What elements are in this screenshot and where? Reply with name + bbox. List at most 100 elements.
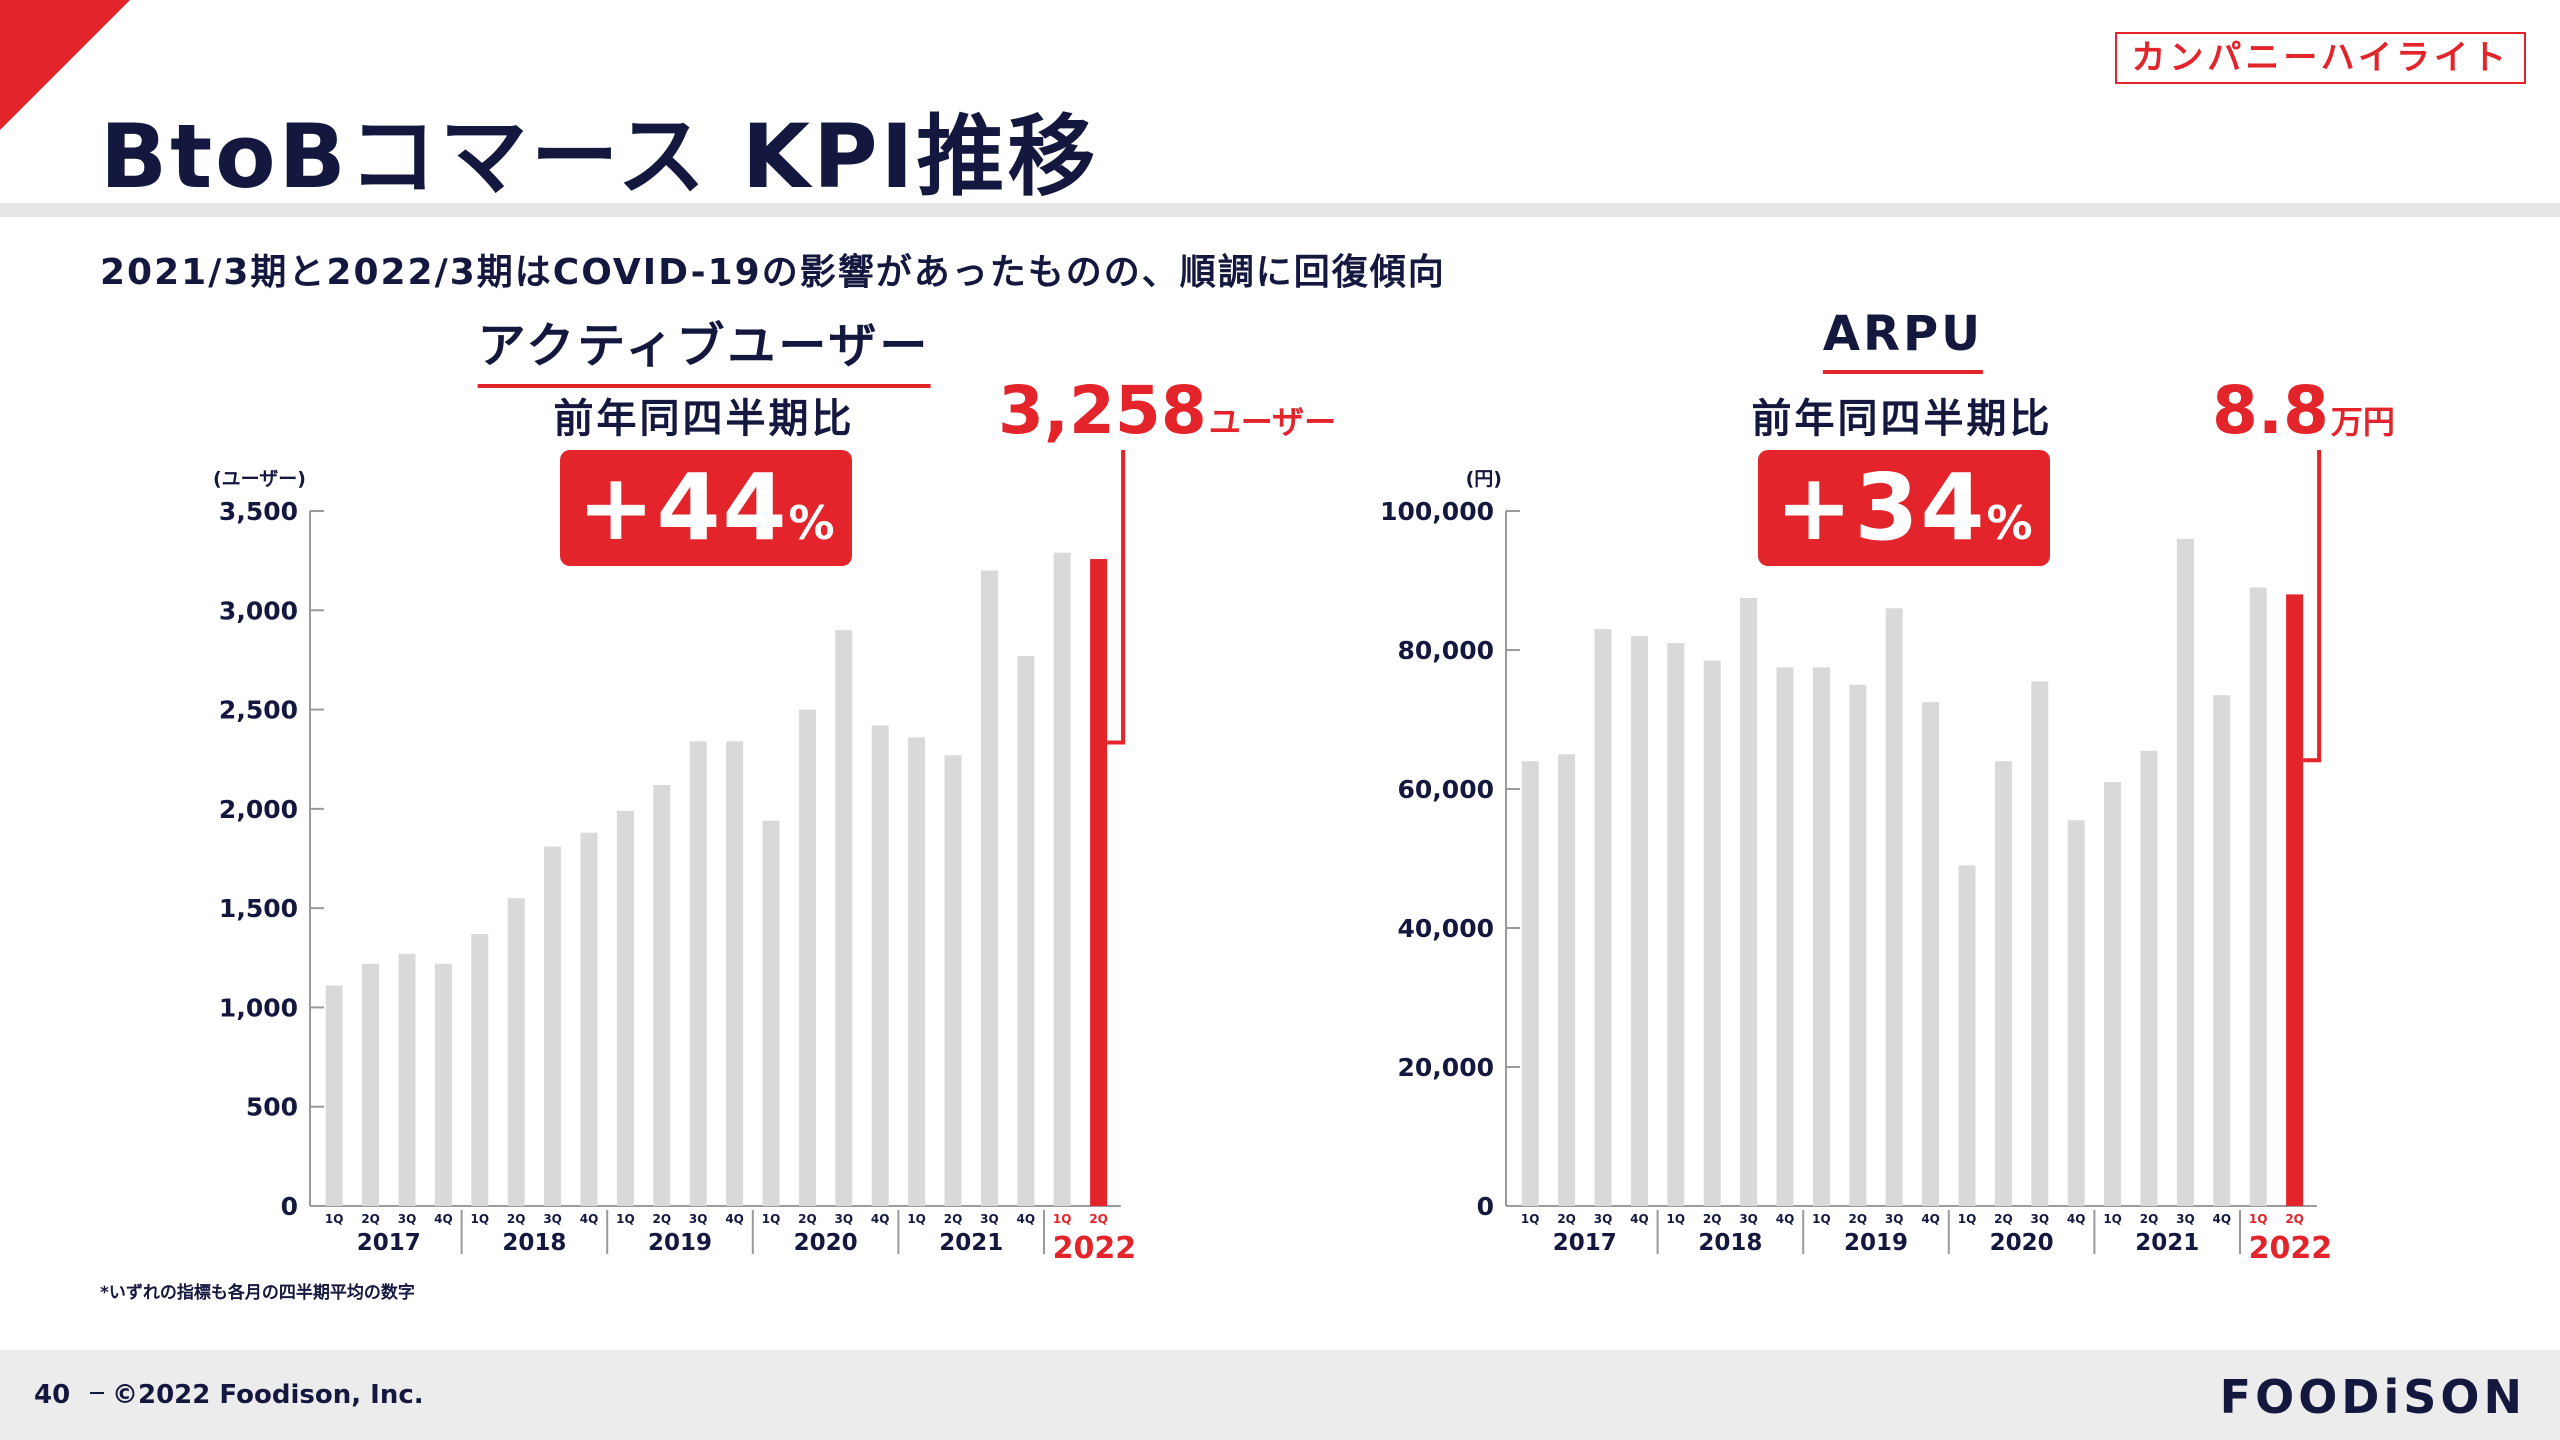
x-tick-label: 3Q <box>2031 1212 2050 1226</box>
bar <box>362 963 380 1206</box>
yoy-label-arpu: 前年同四半期比 <box>1751 396 2053 442</box>
page-subtitle: 2021/3期と2022/3期はCOVID-19の影響があったものの、順調に回復… <box>100 252 1446 293</box>
bar <box>1521 761 1539 1206</box>
y-tick-label: 1,500 <box>219 894 298 923</box>
corner-accent <box>0 0 130 130</box>
x-tick-label: 4Q <box>1017 1212 1036 1226</box>
bar <box>2067 820 2085 1206</box>
x-tick-label: 3Q <box>689 1212 708 1226</box>
bar <box>1776 667 1794 1206</box>
yoy-unit: % <box>788 496 835 550</box>
chart-active-users: (ユーザー) 0 500 1,000 1,500 2,000 2,500 3,000 3,500… <box>213 450 1136 1266</box>
bar <box>2176 538 2194 1206</box>
x-tick-label: 3Q <box>1594 1212 1613 1226</box>
bar <box>471 933 489 1206</box>
y-tick-label: 2,000 <box>219 795 298 824</box>
header-divider <box>0 203 2560 217</box>
yoy-value: +34 <box>1775 454 1987 561</box>
yoy-badge-arpu: +34% <box>1758 450 2050 566</box>
x-tick-label: 4Q <box>725 1212 744 1226</box>
x-tick-label: 2Q <box>653 1212 672 1226</box>
bar <box>616 810 634 1206</box>
year-label: 2020 <box>1990 1230 2054 1256</box>
x-tick-label: 1Q <box>1667 1212 1686 1226</box>
bar <box>653 785 671 1206</box>
bar <box>1703 660 1721 1206</box>
x-tick-label: 4Q <box>434 1212 453 1226</box>
yoy-badge-active-users: +44% <box>560 450 852 566</box>
year-label: 2021 <box>939 1230 1003 1256</box>
y-tick-label: 20,000 <box>1398 1053 1494 1082</box>
x-tick-label: 3Q <box>980 1212 999 1226</box>
callout-unit: ユーザー <box>1208 403 1337 441</box>
bar <box>762 820 780 1206</box>
foodison-logo: FOODiSON <box>2219 1370 2526 1424</box>
bar <box>325 985 343 1206</box>
section-badge: カンパニーハイライト <box>2115 32 2526 84</box>
footer-bar <box>0 1350 2560 1440</box>
year-label: 2020 <box>794 1230 858 1256</box>
bar <box>1885 608 1903 1206</box>
bar <box>1740 597 1758 1206</box>
bar <box>434 963 452 1206</box>
bar <box>2249 587 2267 1206</box>
bar <box>1667 643 1685 1206</box>
x-tick-label: 1Q <box>1812 1212 1831 1226</box>
y-tick-label: 60,000 <box>1398 775 1494 804</box>
x-tick-label: 4Q <box>1630 1212 1649 1226</box>
bar <box>908 737 926 1206</box>
bar <box>1812 667 1830 1206</box>
callout-value: 8.8 <box>2212 372 2329 449</box>
x-tick-label: 1Q <box>2249 1212 2268 1226</box>
x-tick-label: 3Q <box>1739 1212 1758 1226</box>
x-tick-label: 2Q <box>2285 1212 2304 1226</box>
x-tick-label: 1Q <box>616 1212 635 1226</box>
chart-arpu: (円) 0 20,000 40,000 60,000 80,000 100,000 1Q 2Q 3… <box>1380 450 2332 1266</box>
x-tick-label: 2Q <box>944 1212 963 1226</box>
y-tick-label: 2,500 <box>219 696 298 725</box>
callout-arpu: 8.8万円 <box>2212 372 2395 449</box>
chart-title-active-users: アクティブユーザー <box>477 306 931 388</box>
callout-bracket <box>1107 450 1126 745</box>
callout-unit: 万円 <box>2330 403 2395 441</box>
x-tick-label: 1Q <box>907 1212 926 1226</box>
x-tick-label: 2Q <box>2140 1212 2159 1226</box>
bar-highlight <box>2286 594 2304 1206</box>
year-label: 2019 <box>648 1230 712 1256</box>
yoy-value: +44 <box>577 454 789 561</box>
x-tick-label: 2Q <box>507 1212 526 1226</box>
year-label: 2017 <box>357 1230 421 1256</box>
footnote: *いずれの指標も各月の四半期平均の数字 <box>100 1283 415 1303</box>
y-tick-label: 80,000 <box>1398 636 1494 665</box>
bar <box>871 725 889 1206</box>
x-tick-label: 1Q <box>1521 1212 1540 1226</box>
x-tick-label: 4Q <box>2067 1212 2086 1226</box>
x-tick-label: 4Q <box>580 1212 599 1226</box>
bar <box>2031 681 2049 1206</box>
chart-title-arpu: ARPU <box>1822 306 1984 374</box>
x-tick-label: 2Q <box>1703 1212 1722 1226</box>
x-tick-label: 3Q <box>2176 1212 2195 1226</box>
bar <box>2213 695 2231 1206</box>
x-tick-label: 1Q <box>1053 1212 1072 1226</box>
x-tick-label: 2Q <box>798 1212 817 1226</box>
bar <box>1994 761 2012 1206</box>
x-tick-label: 4Q <box>2213 1212 2232 1226</box>
callout-active-users: 3,258ユーザー <box>998 372 1336 449</box>
callout-value: 3,258 <box>998 372 1207 449</box>
bar <box>726 741 744 1206</box>
bar <box>1558 754 1576 1206</box>
bar <box>944 755 962 1206</box>
y-tick-label: 1,000 <box>219 993 298 1022</box>
x-tick-label: 3Q <box>835 1212 854 1226</box>
yoy-unit: % <box>1986 496 2033 550</box>
x-tick-label: 4Q <box>1776 1212 1795 1226</box>
bar <box>835 630 853 1206</box>
y-tick-label: 3,000 <box>219 596 298 625</box>
year-label: 2018 <box>1698 1230 1762 1256</box>
bar <box>798 709 816 1206</box>
bar <box>2104 782 2122 1206</box>
bar-highlight <box>1090 559 1108 1206</box>
x-tick-label: 2Q <box>361 1212 380 1226</box>
x-tick-label: 4Q <box>1921 1212 1940 1226</box>
